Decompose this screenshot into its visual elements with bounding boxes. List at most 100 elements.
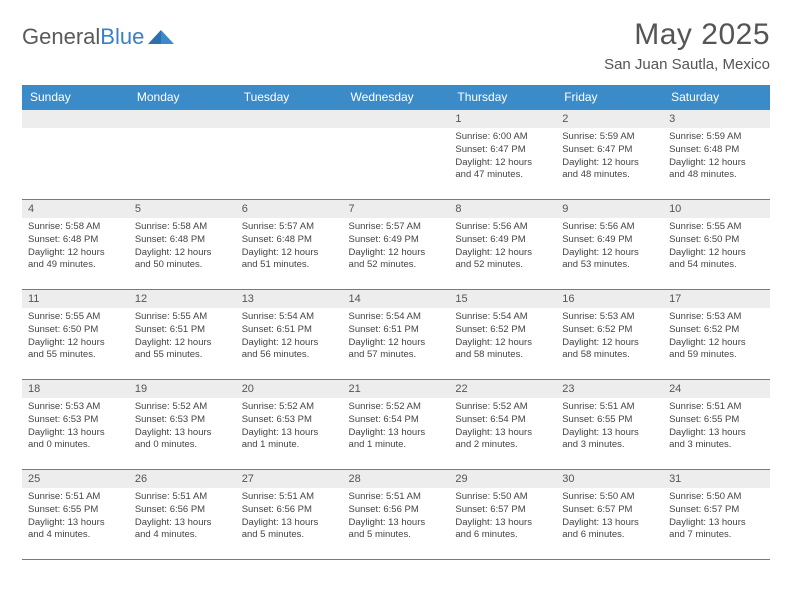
day-details: Sunrise: 5:53 AMSunset: 6:52 PMDaylight:… [556,308,663,366]
day-number: 20 [236,380,343,398]
calendar-cell: 31Sunrise: 5:50 AMSunset: 6:57 PMDayligh… [663,470,770,560]
calendar-cell: 11Sunrise: 5:55 AMSunset: 6:50 PMDayligh… [22,290,129,380]
weekday-header: Tuesday [236,85,343,110]
day-details: Sunrise: 5:50 AMSunset: 6:57 PMDaylight:… [556,488,663,546]
calendar-cell: 27Sunrise: 5:51 AMSunset: 6:56 PMDayligh… [236,470,343,560]
logo: GeneralBlue [22,18,174,50]
day-number: 11 [22,290,129,308]
calendar-cell [129,110,236,200]
calendar-cell: 15Sunrise: 5:54 AMSunset: 6:52 PMDayligh… [449,290,556,380]
calendar-row: 25Sunrise: 5:51 AMSunset: 6:55 PMDayligh… [22,470,770,560]
day-details: Sunrise: 5:52 AMSunset: 6:54 PMDaylight:… [449,398,556,456]
day-number: 3 [663,110,770,128]
calendar-cell: 25Sunrise: 5:51 AMSunset: 6:55 PMDayligh… [22,470,129,560]
day-number: 6 [236,200,343,218]
calendar-cell: 19Sunrise: 5:52 AMSunset: 6:53 PMDayligh… [129,380,236,470]
day-number: 13 [236,290,343,308]
calendar-cell: 5Sunrise: 5:58 AMSunset: 6:48 PMDaylight… [129,200,236,290]
day-number: 24 [663,380,770,398]
day-number: 21 [343,380,450,398]
day-details: Sunrise: 5:51 AMSunset: 6:55 PMDaylight:… [22,488,129,546]
day-details: Sunrise: 5:54 AMSunset: 6:51 PMDaylight:… [236,308,343,366]
day-details: Sunrise: 5:50 AMSunset: 6:57 PMDaylight:… [449,488,556,546]
calendar-cell: 22Sunrise: 5:52 AMSunset: 6:54 PMDayligh… [449,380,556,470]
day-number: 10 [663,200,770,218]
day-details: Sunrise: 5:59 AMSunset: 6:47 PMDaylight:… [556,128,663,186]
day-number: 1 [449,110,556,128]
day-details: Sunrise: 5:58 AMSunset: 6:48 PMDaylight:… [22,218,129,276]
day-number: 4 [22,200,129,218]
day-details: Sunrise: 5:55 AMSunset: 6:50 PMDaylight:… [663,218,770,276]
day-number: 19 [129,380,236,398]
weekday-header: Friday [556,85,663,110]
weekday-header-row: SundayMondayTuesdayWednesdayThursdayFrid… [22,85,770,110]
calendar-cell: 2Sunrise: 5:59 AMSunset: 6:47 PMDaylight… [556,110,663,200]
day-number: 31 [663,470,770,488]
day-details: Sunrise: 5:55 AMSunset: 6:51 PMDaylight:… [129,308,236,366]
weekday-header: Wednesday [343,85,450,110]
day-details: Sunrise: 5:57 AMSunset: 6:49 PMDaylight:… [343,218,450,276]
calendar-cell: 29Sunrise: 5:50 AMSunset: 6:57 PMDayligh… [449,470,556,560]
calendar-cell: 1Sunrise: 6:00 AMSunset: 6:47 PMDaylight… [449,110,556,200]
day-number: 2 [556,110,663,128]
day-number-empty [343,110,450,128]
calendar-row: 11Sunrise: 5:55 AMSunset: 6:50 PMDayligh… [22,290,770,380]
calendar-cell: 4Sunrise: 5:58 AMSunset: 6:48 PMDaylight… [22,200,129,290]
day-details: Sunrise: 5:56 AMSunset: 6:49 PMDaylight:… [556,218,663,276]
calendar-cell: 7Sunrise: 5:57 AMSunset: 6:49 PMDaylight… [343,200,450,290]
day-number: 28 [343,470,450,488]
weekday-header: Sunday [22,85,129,110]
day-details: Sunrise: 5:50 AMSunset: 6:57 PMDaylight:… [663,488,770,546]
month-title: May 2025 [604,18,770,52]
day-number: 7 [343,200,450,218]
calendar-cell: 10Sunrise: 5:55 AMSunset: 6:50 PMDayligh… [663,200,770,290]
day-number-empty [129,110,236,128]
calendar-cell: 20Sunrise: 5:52 AMSunset: 6:53 PMDayligh… [236,380,343,470]
day-details: Sunrise: 5:52 AMSunset: 6:54 PMDaylight:… [343,398,450,456]
calendar-cell: 13Sunrise: 5:54 AMSunset: 6:51 PMDayligh… [236,290,343,380]
calendar-cell [236,110,343,200]
location: San Juan Sautla, Mexico [604,56,770,73]
day-details: Sunrise: 5:55 AMSunset: 6:50 PMDaylight:… [22,308,129,366]
day-number: 14 [343,290,450,308]
day-details: Sunrise: 5:59 AMSunset: 6:48 PMDaylight:… [663,128,770,186]
day-number-empty [22,110,129,128]
calendar-cell: 26Sunrise: 5:51 AMSunset: 6:56 PMDayligh… [129,470,236,560]
calendar-row: 4Sunrise: 5:58 AMSunset: 6:48 PMDaylight… [22,200,770,290]
day-number: 8 [449,200,556,218]
day-number: 23 [556,380,663,398]
day-details: Sunrise: 6:00 AMSunset: 6:47 PMDaylight:… [449,128,556,186]
day-number: 30 [556,470,663,488]
calendar-cell: 24Sunrise: 5:51 AMSunset: 6:55 PMDayligh… [663,380,770,470]
calendar-cell: 9Sunrise: 5:56 AMSunset: 6:49 PMDaylight… [556,200,663,290]
calendar-cell: 18Sunrise: 5:53 AMSunset: 6:53 PMDayligh… [22,380,129,470]
calendar-table: SundayMondayTuesdayWednesdayThursdayFrid… [22,85,770,560]
day-details: Sunrise: 5:51 AMSunset: 6:55 PMDaylight:… [663,398,770,456]
logo-text-2: Blue [100,24,144,50]
calendar-cell: 16Sunrise: 5:53 AMSunset: 6:52 PMDayligh… [556,290,663,380]
calendar-cell: 17Sunrise: 5:53 AMSunset: 6:52 PMDayligh… [663,290,770,380]
calendar-cell: 12Sunrise: 5:55 AMSunset: 6:51 PMDayligh… [129,290,236,380]
calendar-cell: 14Sunrise: 5:54 AMSunset: 6:51 PMDayligh… [343,290,450,380]
header: GeneralBlue May 2025 San Juan Sautla, Me… [22,18,770,73]
calendar-body: 1Sunrise: 6:00 AMSunset: 6:47 PMDaylight… [22,110,770,560]
day-details: Sunrise: 5:56 AMSunset: 6:49 PMDaylight:… [449,218,556,276]
logo-mark-icon [148,24,174,50]
calendar-row: 1Sunrise: 6:00 AMSunset: 6:47 PMDaylight… [22,110,770,200]
calendar-cell: 21Sunrise: 5:52 AMSunset: 6:54 PMDayligh… [343,380,450,470]
day-number-empty [236,110,343,128]
calendar-cell [343,110,450,200]
day-details: Sunrise: 5:52 AMSunset: 6:53 PMDaylight:… [236,398,343,456]
calendar-cell: 8Sunrise: 5:56 AMSunset: 6:49 PMDaylight… [449,200,556,290]
day-details: Sunrise: 5:53 AMSunset: 6:53 PMDaylight:… [22,398,129,456]
day-number: 26 [129,470,236,488]
calendar-cell: 30Sunrise: 5:50 AMSunset: 6:57 PMDayligh… [556,470,663,560]
day-number: 15 [449,290,556,308]
day-details: Sunrise: 5:54 AMSunset: 6:51 PMDaylight:… [343,308,450,366]
weekday-header: Monday [129,85,236,110]
day-number: 9 [556,200,663,218]
title-block: May 2025 San Juan Sautla, Mexico [604,18,770,73]
day-details: Sunrise: 5:51 AMSunset: 6:56 PMDaylight:… [129,488,236,546]
day-details: Sunrise: 5:51 AMSunset: 6:56 PMDaylight:… [236,488,343,546]
day-number: 25 [22,470,129,488]
